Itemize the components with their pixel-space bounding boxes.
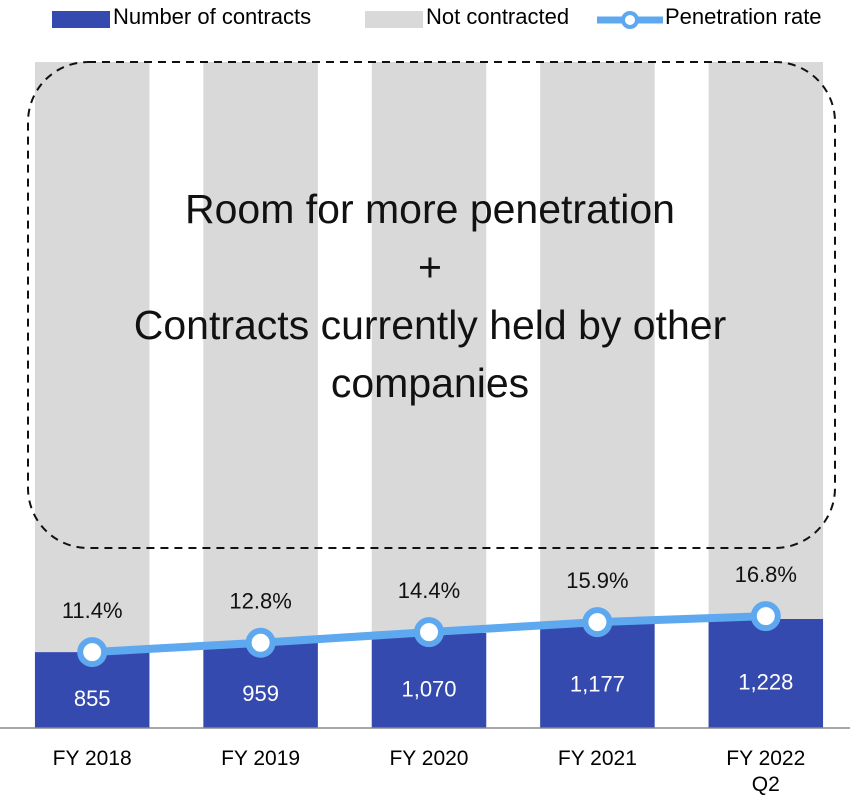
x-tick-label: FY 2021 — [557, 747, 637, 770]
data-label: 1,070 — [401, 676, 456, 701]
marker — [582, 607, 613, 638]
data-label: 16.8% — [735, 562, 797, 587]
legend-swatch — [365, 11, 423, 28]
bar — [540, 62, 655, 624]
bar — [708, 62, 824, 619]
legend-label: Not contracted — [426, 4, 569, 29]
bar — [708, 618, 824, 728]
annotation-line: + — [418, 244, 442, 290]
data-label: 959 — [242, 681, 279, 706]
bar — [34, 62, 150, 653]
x-tick-label: FY 2019 — [221, 747, 301, 770]
x-tick-label: FY 2018 — [52, 747, 132, 770]
bar — [371, 62, 487, 633]
data-label: 855 — [74, 686, 111, 711]
data-label: 12.8% — [229, 589, 291, 614]
data-label: 14.4% — [398, 578, 460, 603]
data-label: 15.9% — [566, 568, 628, 593]
x-tick-label: FY 2020 — [389, 747, 469, 770]
x-tick-label: FY 2022 Q2 — [726, 747, 806, 796]
data-label: 1,177 — [570, 672, 625, 697]
data-label: 1,228 — [738, 669, 793, 694]
marker — [77, 637, 108, 668]
legend-marker — [621, 11, 639, 29]
bars — [34, 62, 824, 728]
legend-label: Penetration rate — [665, 4, 822, 29]
marker — [245, 627, 276, 658]
bar — [203, 62, 318, 643]
bar — [371, 632, 487, 728]
legend-swatch — [52, 11, 110, 28]
annotation-line: Room for more penetration — [185, 186, 675, 232]
bar — [540, 623, 655, 728]
data-label: 11.4% — [62, 598, 123, 623]
legend-label: Number of contracts — [113, 4, 311, 29]
annotation: Room for more penetration + Contracts curr… — [40, 180, 820, 412]
annotation-box — [27, 61, 836, 549]
marker — [750, 601, 781, 632]
annotation-line: Contracts currently held by other compan… — [133, 302, 727, 406]
marker — [414, 617, 444, 648]
